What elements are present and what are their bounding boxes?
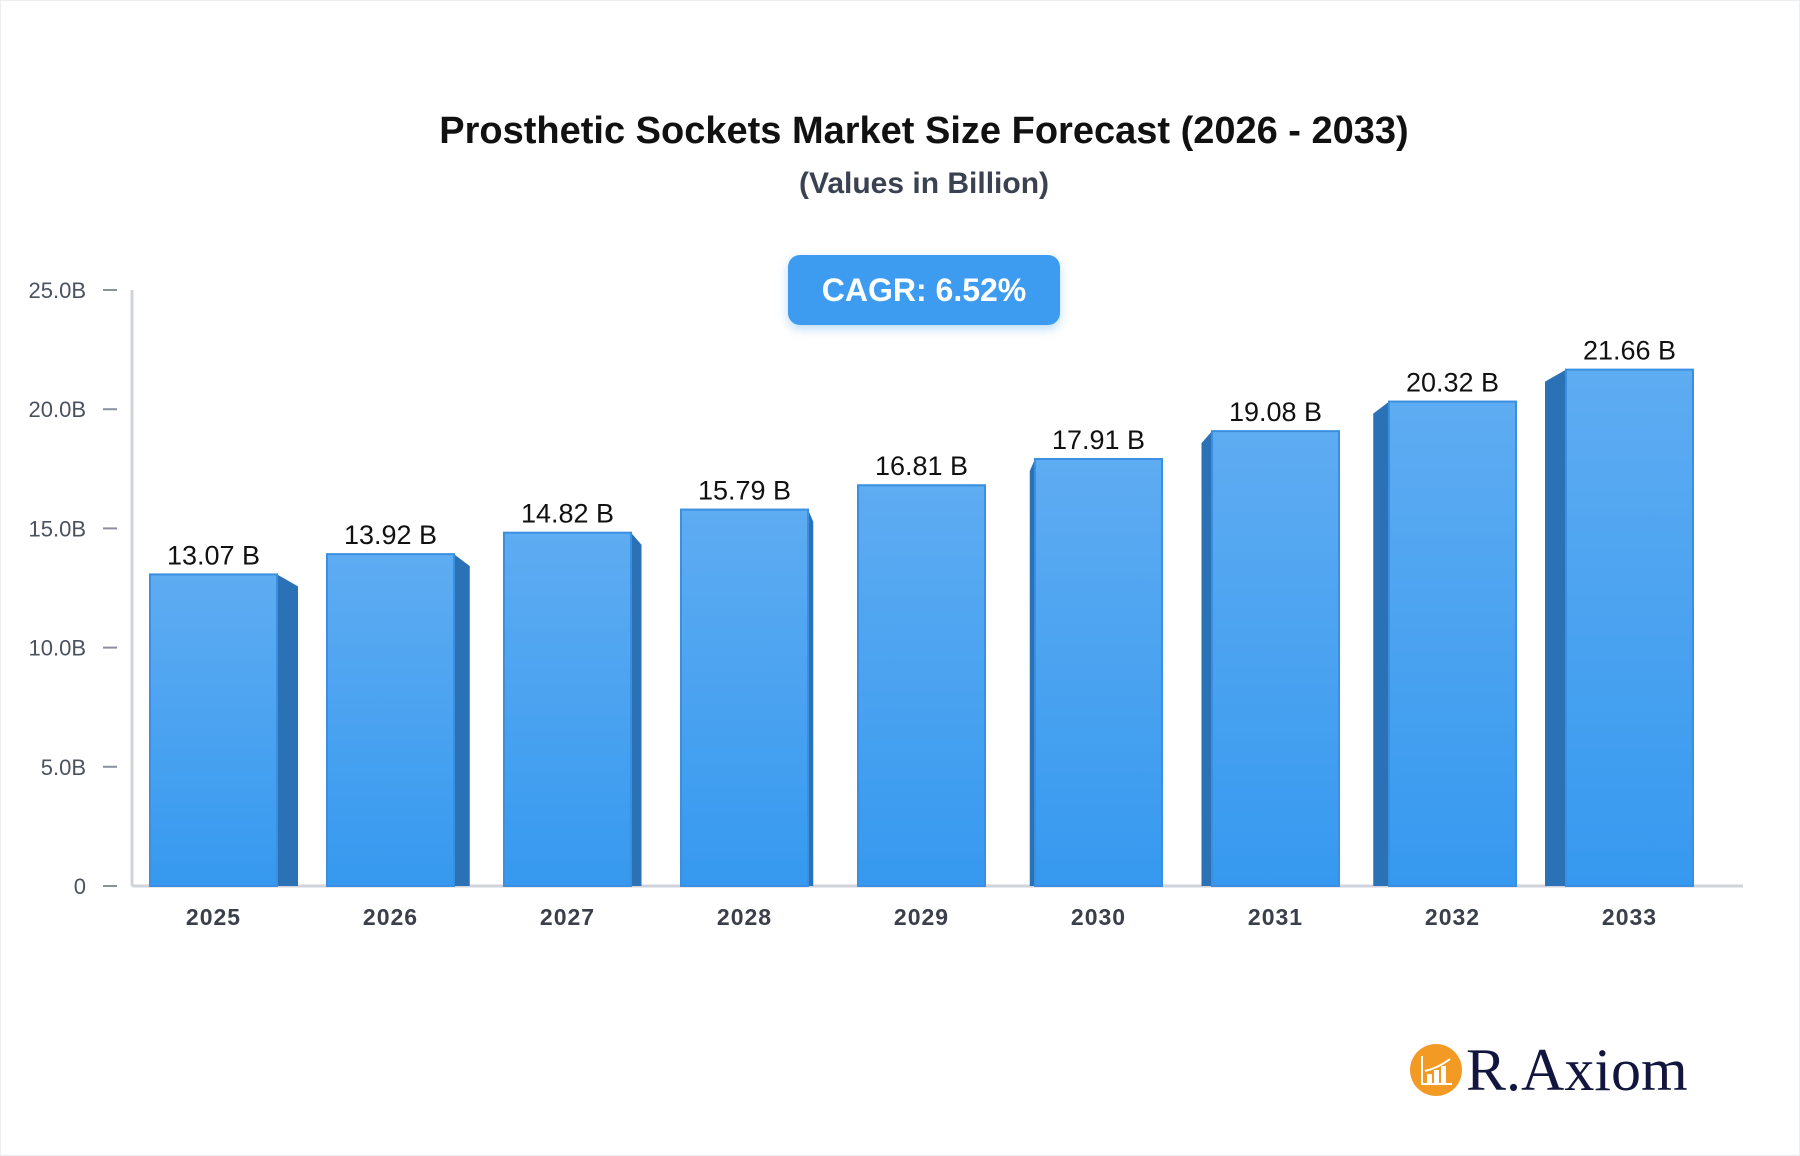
bar-side xyxy=(1373,401,1389,886)
bar xyxy=(1211,430,1340,887)
x-tick-label: 2025 xyxy=(186,904,241,930)
data-label: 20.32 B xyxy=(1406,368,1499,398)
bar-side xyxy=(1201,431,1212,886)
bar-side xyxy=(454,554,470,886)
bar-side xyxy=(808,509,814,886)
brand-logo: R.Axiom xyxy=(1410,1040,1688,1100)
bar-2032: 20.32 B xyxy=(1373,368,1517,887)
chart-title: Prosthetic Sockets Market Size Forecast … xyxy=(439,110,1409,152)
bar xyxy=(1388,400,1517,887)
data-label: 13.92 B xyxy=(344,520,437,550)
x-tick-label: 2027 xyxy=(540,904,595,930)
x-tick-label: 2028 xyxy=(717,904,772,930)
bar xyxy=(503,531,632,888)
chart-logo-icon xyxy=(1410,1044,1462,1096)
bar xyxy=(1034,458,1163,887)
bar-2027: 14.82 B xyxy=(503,499,642,888)
y-tick-label: 25.0B xyxy=(29,278,87,303)
brand-name: R.Axiom xyxy=(1466,1037,1688,1103)
bar xyxy=(1565,368,1694,887)
data-label: 14.82 B xyxy=(521,499,614,529)
x-tick-label: 2032 xyxy=(1425,904,1480,930)
chart-subtitle: (Values in Billion) xyxy=(798,167,1050,200)
bar-2033: 21.66 B xyxy=(1545,336,1694,887)
data-label: 19.08 B xyxy=(1229,397,1322,427)
bar-2030: 17.91 B xyxy=(1029,425,1163,887)
y-tick-label: 20.0B xyxy=(29,397,87,422)
y-tick-label: 15.0B xyxy=(29,516,87,541)
x-tick-label: 2030 xyxy=(1071,904,1126,930)
bar-side xyxy=(277,574,298,886)
x-tick-label: 2033 xyxy=(1602,904,1657,930)
bar-side xyxy=(1029,459,1035,886)
bar-2029: 16.81 B xyxy=(857,451,986,887)
x-tick-label: 2026 xyxy=(363,904,418,930)
data-label: 15.79 B xyxy=(698,476,791,506)
data-label: 17.91 B xyxy=(1052,425,1145,455)
y-tick-label: 0 xyxy=(74,874,86,899)
bar xyxy=(149,573,278,887)
bar-side xyxy=(631,532,642,886)
data-label: 16.81 B xyxy=(875,451,968,481)
data-label: 21.66 B xyxy=(1583,336,1676,366)
bar-2025: 13.07 B xyxy=(149,540,298,887)
bar xyxy=(680,508,809,887)
x-tick-label: 2029 xyxy=(894,904,949,930)
bar-2028: 15.79 B xyxy=(680,476,814,887)
bar xyxy=(857,484,986,887)
y-tick-label: 5.0B xyxy=(41,755,86,780)
bar-side xyxy=(1545,369,1566,886)
data-label: 13.07 B xyxy=(167,540,260,570)
bar-2031: 19.08 B xyxy=(1201,397,1340,887)
bar xyxy=(326,553,455,888)
x-tick-label: 2031 xyxy=(1248,904,1303,930)
bar-2026: 13.92 B xyxy=(326,520,470,888)
y-tick-label: 10.0B xyxy=(29,636,87,661)
cagr-badge: CAGR: 6.52% xyxy=(788,255,1060,325)
